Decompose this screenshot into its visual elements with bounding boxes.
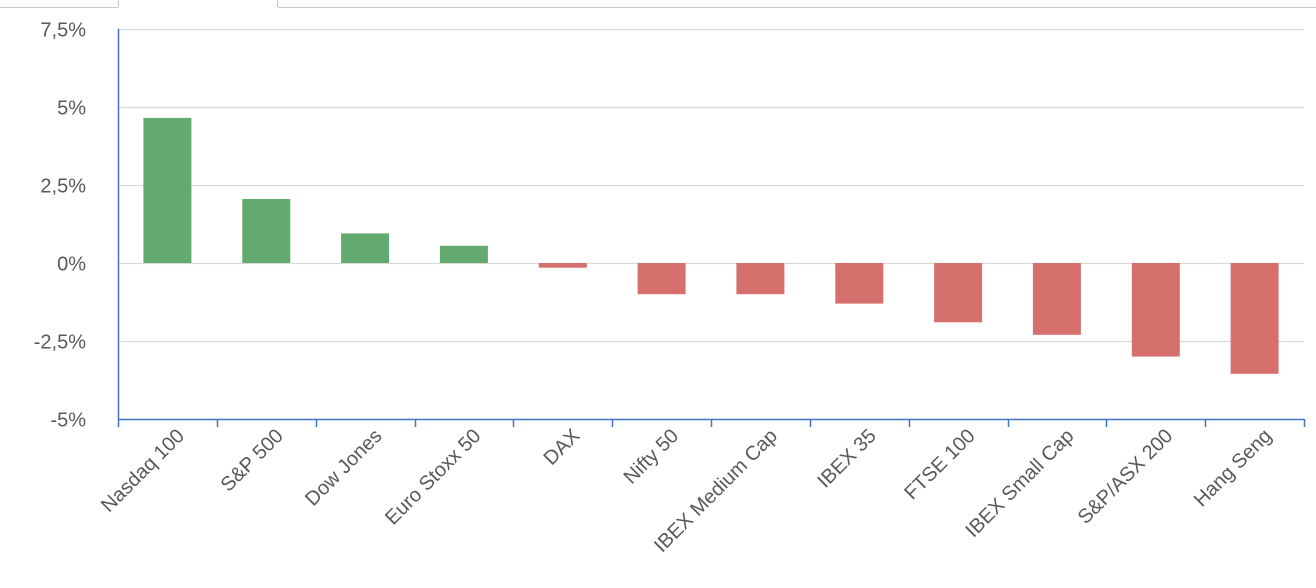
- x-tick-label: IBEX 35: [813, 425, 880, 492]
- x-tick-label: FTSE 100: [900, 425, 979, 504]
- y-tick-label: 7,5%: [40, 20, 86, 42]
- x-tick-label: S&P 500: [217, 425, 288, 496]
- bar: [835, 263, 884, 304]
- x-tick-label: Euro Stoxx 50: [381, 425, 485, 529]
- x-tick-label: DAX: [540, 425, 585, 470]
- gridlines: [118, 28, 1304, 343]
- x-tick-label: Nasdaq 100: [97, 425, 189, 517]
- bar: [242, 199, 291, 263]
- bar: [736, 263, 785, 295]
- bar: [934, 263, 983, 323]
- x-tick-label: Nifty 50: [620, 425, 684, 489]
- y-tick-label: -2,5%: [34, 332, 86, 354]
- axes: [117, 29, 1306, 427]
- bar: [439, 245, 488, 263]
- bar: [341, 233, 390, 263]
- y-tick-label: -5%: [50, 410, 86, 432]
- y-tick-label: 2,5%: [40, 176, 86, 198]
- y-tick-labels: 7,5% 5% 2,5% 0% -2,5% -5%: [34, 20, 86, 432]
- bar: [143, 117, 192, 264]
- bar: [1131, 263, 1180, 357]
- bar: [1032, 263, 1081, 335]
- top-tab-strip: [0, 0, 1316, 8]
- x-tick-label: Hang Seng: [1190, 425, 1276, 511]
- x-tick-label: S&P/ASX 200: [1074, 425, 1178, 529]
- bars: [143, 117, 1279, 374]
- bar: [637, 263, 686, 295]
- bar: [1230, 263, 1279, 374]
- bar: [538, 263, 587, 268]
- x-tick-label: IBEX Small Cap: [962, 425, 1079, 542]
- y-tick-label: 0%: [57, 254, 86, 276]
- x-tick-label: Dow Jones: [301, 425, 387, 511]
- y-tick-label: 5%: [57, 98, 86, 120]
